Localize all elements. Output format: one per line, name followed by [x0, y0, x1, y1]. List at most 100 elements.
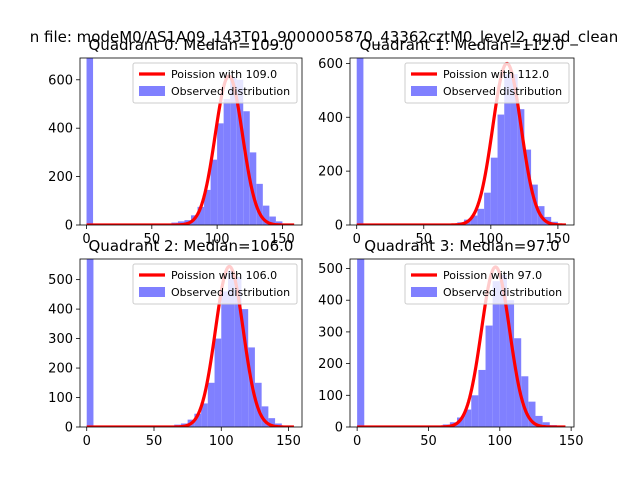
histogram-bar — [241, 309, 249, 427]
histogram-bar — [86, 259, 94, 427]
y-tick-label: 400 — [48, 303, 73, 318]
panel-quadrant-0: 0 50 100 150 0 200 400 600 Quadrant 0: Median=10… — [48, 36, 303, 247]
legend-patch-swatch — [411, 86, 437, 96]
histogram-bar — [356, 58, 364, 225]
y-tick-label: 300 — [318, 325, 343, 340]
plot-area — [356, 259, 566, 427]
histogram-bar — [490, 157, 498, 225]
y-tick-label: 100 — [318, 389, 343, 404]
x-tick-label: 100 — [487, 434, 512, 449]
histogram-bar — [201, 403, 208, 427]
x-tick-label: 50 — [144, 232, 161, 247]
legend-label-observed: Observed distribution — [171, 85, 290, 98]
legend-frame — [132, 263, 298, 305]
figure-suptitle: n file: modeM0/AS1A09_143T01_9000005870_… — [30, 28, 619, 47]
histogram-bar — [478, 369, 486, 427]
plot-area — [356, 58, 567, 225]
histogram-bar — [485, 325, 493, 427]
histogram-bar — [221, 291, 228, 427]
histogram-bar — [268, 418, 276, 427]
legend-label-observed: Observed distribution — [443, 286, 562, 299]
x-tick-label: 0 — [353, 232, 361, 247]
histogram-bar — [484, 192, 491, 225]
subplot-title: Quadrant 2: Median=106.0 — [89, 237, 294, 255]
histogram-bar — [492, 281, 500, 427]
legend-label-poisson: Poission with 109.0 — [171, 68, 277, 81]
panel-quadrant-1: 0 50 100 150 0 200 400 600 Quadrant 1: Median=11… — [318, 36, 575, 247]
y-tick-label: 400 — [318, 111, 343, 126]
y-tick-label: 500 — [318, 262, 343, 277]
subplot-title: Quadrant 1: Median=112.0 — [360, 36, 565, 54]
y-tick-label: 0 — [65, 219, 73, 234]
histogram-bar — [204, 189, 211, 225]
histogram-bar — [499, 274, 507, 427]
legend: Poission with 97.0 Observed distribution — [404, 263, 570, 305]
y-tick-label: 400 — [48, 122, 73, 137]
histogram-bar — [521, 376, 529, 427]
histogram-bar — [504, 74, 511, 225]
histogram-bar — [457, 417, 465, 427]
histogram-bar — [228, 270, 235, 427]
x-tick-label: 150 — [276, 434, 301, 449]
poisson-curve — [85, 74, 295, 225]
poisson-curve — [356, 61, 567, 225]
axes-frame — [79, 57, 303, 226]
x-tick-label: 0 — [353, 434, 361, 449]
histogram-bar — [230, 77, 237, 225]
legend-label-observed: Observed distribution — [443, 85, 562, 98]
histogram-bar — [256, 183, 263, 225]
x-tick-label: 100 — [478, 232, 503, 247]
y-tick-label: 200 — [48, 170, 73, 185]
x-tick-label: 0 — [83, 434, 91, 449]
histogram-bar — [357, 259, 365, 427]
histogram-bar — [528, 401, 536, 427]
y-tick-label: 400 — [318, 294, 343, 309]
histogram-bar — [194, 413, 202, 427]
legend-label-observed: Observed distribution — [171, 286, 290, 299]
legend: Poission with 109.0 Observed distribution — [132, 62, 298, 104]
histogram-bar — [217, 123, 224, 225]
y-tick-label: 100 — [48, 391, 73, 406]
x-tick-label: 50 — [420, 434, 437, 449]
histogram-bar — [275, 221, 283, 225]
histogram-bar — [214, 338, 222, 427]
x-tick-label: 100 — [205, 232, 230, 247]
x-tick-label: 100 — [209, 434, 234, 449]
histogram-bar — [210, 159, 218, 225]
panel-quadrant-3: 0 50 100 150 0 100 200 300 400 500 Quadrant 3: Med… — [318, 237, 583, 449]
histogram-bar — [234, 276, 242, 427]
panel-quadrant-2: 0 50 100 150 0 100 200 300 400 500 Quadrant 2: Med… — [48, 237, 303, 449]
histogram-bar — [470, 215, 478, 225]
histogram-bar — [262, 205, 270, 225]
histogram-bar — [497, 114, 505, 225]
histogram-bar — [471, 395, 479, 427]
poisson-curve — [86, 264, 295, 427]
histogram-bar — [261, 406, 269, 427]
axes-frame — [79, 258, 303, 428]
y-tick-label: 0 — [65, 421, 73, 436]
axes-frame — [349, 258, 575, 428]
legend-patch-swatch — [411, 287, 437, 297]
subplot-title: Quadrant 3: Median=97.0 — [364, 237, 559, 255]
histogram-bar — [524, 149, 532, 225]
histogram-bar — [207, 382, 215, 427]
legend-label-poisson: Poission with 112.0 — [443, 68, 549, 81]
y-tick-label: 500 — [48, 273, 73, 288]
y-tick-label: 200 — [48, 362, 73, 377]
axes-frame — [349, 57, 575, 226]
histogram-bar — [464, 409, 472, 427]
histogram-bar — [197, 206, 205, 225]
poisson-curve — [356, 265, 566, 427]
y-tick-label: 600 — [48, 73, 73, 88]
y-tick-label: 200 — [318, 165, 343, 180]
histogram-bar — [86, 58, 94, 225]
histogram-bar — [535, 415, 543, 427]
y-tick-label: 0 — [335, 421, 343, 436]
legend-frame — [404, 62, 570, 104]
x-tick-label: 0 — [82, 232, 90, 247]
x-tick-label: 150 — [270, 232, 295, 247]
legend: Poission with 112.0 Observed distribution — [404, 62, 570, 104]
x-tick-label: 50 — [415, 232, 432, 247]
plot-area — [85, 58, 295, 225]
